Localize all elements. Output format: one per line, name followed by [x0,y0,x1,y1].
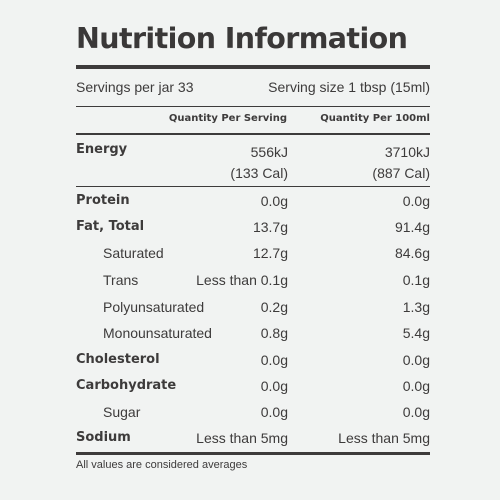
energy-row: Energy 556kJ (133 Cal) 3710kJ (887 Cal) [76,142,430,186]
value-per-100ml: 0.0g [402,404,430,420]
value-per-100ml: 0.0g [402,352,430,368]
value-per-serving: Less than 0.1g [196,272,288,288]
value-per-serving: 13.7g [252,219,288,235]
row-label: Protein [76,193,130,208]
nutrient-row-sodium: Sodium Less than 5mg Less than 5mg [76,430,430,454]
value-per-serving: Less than 5mg [196,430,288,446]
row-label: Energy [76,142,128,157]
energy-per-serving: 556kJ (133 Cal) [230,144,288,181]
row-label: Saturated [103,245,164,261]
row-label: Sugar [103,404,141,420]
nutrient-row-trans: Trans Less than 0.1g 0.1g [76,272,430,296]
nutrition-panel: Nutrition Information Servings per jar 3… [76,0,430,500]
value-per-100ml: 91.4g [394,219,430,235]
value-per-100ml: 1.3g [402,299,430,315]
column-header-per-serving: Quantity Per Serving [168,113,287,124]
row-label: Trans [103,272,139,288]
nutrient-row-monounsaturated: Monounsaturated 0.8g 5.4g [76,325,430,349]
title-divider [76,65,430,69]
value-per-serving: 0.2g [260,299,288,315]
nutrient-row-fat-total: Fat, Total 13.7g 91.4g [76,219,430,243]
column-header-per-100ml: Quantity Per 100ml [320,113,430,124]
footnote: All values are considered averages [76,459,248,471]
value-per-100ml: 0.0g [402,378,430,394]
servings-per-container: Servings per jar 33 [76,79,194,95]
value-per-serving: 0.0g [260,378,288,394]
table-bottom-divider [76,452,430,455]
header-divider [76,133,430,135]
nutrient-row-protein: Protein 0.0g 0.0g [76,193,430,217]
panel-title: Nutrition Information [76,22,408,55]
nutrient-row-carbohydrate: Carbohydrate 0.0g 0.0g [76,378,430,402]
value-per-100ml: 0.1g [402,272,430,288]
meta-divider [76,106,430,107]
energy-per-100ml: 3710kJ (887 Cal) [372,144,430,181]
nutrient-row-cholesterol: Cholesterol 0.0g 0.0g [76,352,430,376]
row-label: Sodium [76,430,131,445]
value-per-100ml: 5.4g [402,325,430,341]
value-per-serving: 12.7g [252,245,288,261]
value-per-serving: 0.8g [260,325,288,341]
value-per-100ml: 84.6g [394,245,430,261]
serving-size: Serving size 1 tbsp (15ml) [268,79,430,95]
nutrient-row-polyunsaturated: Polyunsaturated 0.2g 1.3g [76,299,430,323]
row-label: Monounsaturated [103,325,212,341]
value-per-100ml: Less than 5mg [338,430,430,446]
energy-divider [76,186,430,187]
value-per-serving: 0.0g [260,404,288,420]
row-label: Cholesterol [76,352,160,367]
value-per-serving: 0.0g [260,193,288,209]
value-per-100ml: 0.0g [402,193,430,209]
value-per-serving: 0.0g [260,352,288,368]
nutrient-row-saturated: Saturated 12.7g 84.6g [76,245,430,269]
row-label: Polyunsaturated [103,299,205,315]
row-label: Fat, Total [76,219,145,234]
nutrient-row-sugar: Sugar 0.0g 0.0g [76,404,430,428]
row-label: Carbohydrate [76,378,177,393]
